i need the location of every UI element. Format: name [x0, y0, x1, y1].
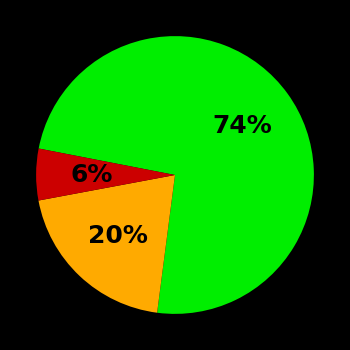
Text: 20%: 20% [88, 224, 148, 247]
Text: 6%: 6% [70, 163, 113, 187]
Wedge shape [38, 175, 175, 313]
Wedge shape [38, 36, 314, 314]
Wedge shape [36, 148, 175, 201]
Text: 74%: 74% [213, 114, 272, 138]
